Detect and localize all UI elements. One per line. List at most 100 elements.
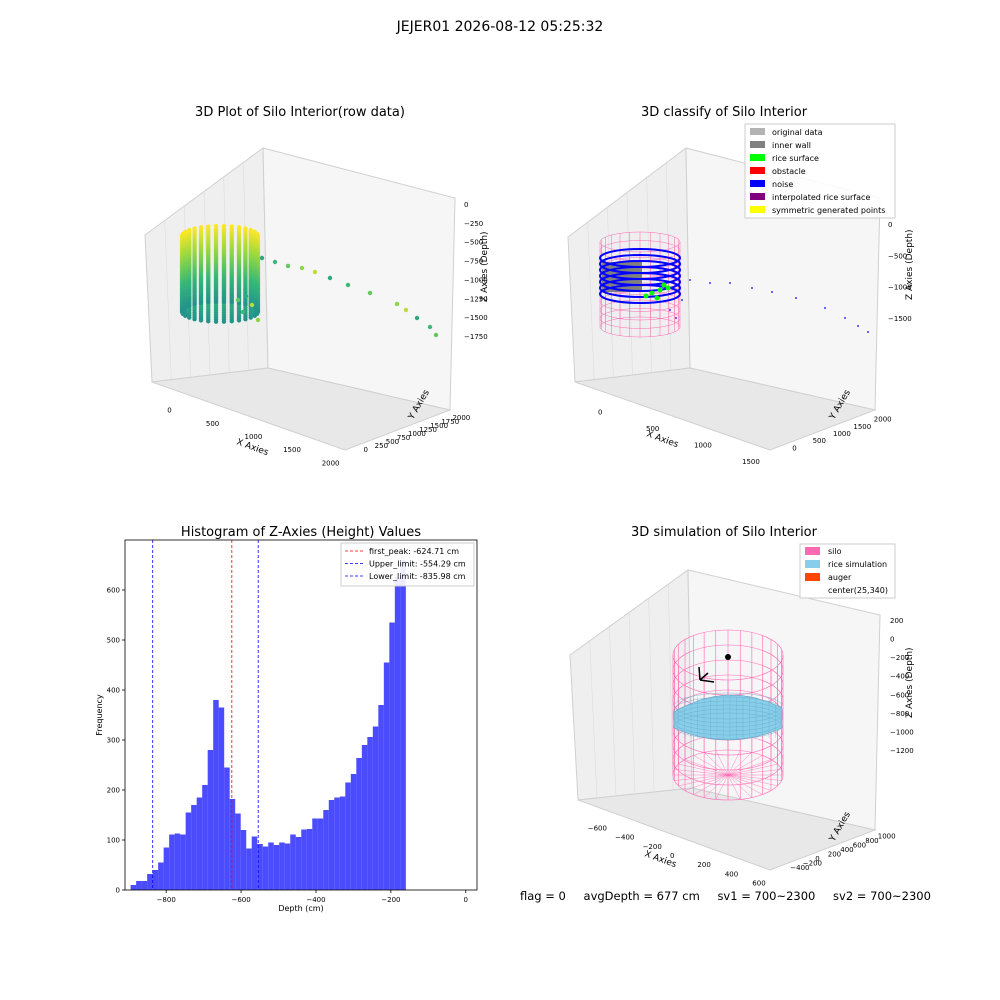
histogram-bar <box>378 705 384 890</box>
sv1-text: sv1 = 700~2300 <box>717 889 816 903</box>
histogram-bar <box>279 842 285 890</box>
flag-text: flag = 0 <box>520 889 566 903</box>
histogram-bar <box>394 577 401 890</box>
raw-ytick: 2000 <box>452 414 470 422</box>
histogram-bars <box>130 560 406 890</box>
histogram-bar <box>356 758 362 890</box>
classify-legend-entry: symmetric generated points <box>772 206 885 215</box>
classify-legend-entry: inner wall <box>772 141 811 150</box>
histogram-bar <box>180 834 186 890</box>
histogram-bar <box>191 805 197 890</box>
histogram-bar <box>367 737 373 890</box>
histogram-ytick-label: 100 <box>107 837 120 845</box>
histogram-legend-entry: Lower_limit: -835.98 cm <box>369 572 466 581</box>
histogram-bar <box>361 745 368 890</box>
sim-ytick: 400 <box>840 846 853 854</box>
histogram-ylabel: Frequency <box>95 694 104 736</box>
histogram-bar <box>207 750 214 890</box>
histogram-bar <box>295 837 302 890</box>
histogram-bar <box>301 829 307 890</box>
sim-ytick: 1000 <box>878 832 896 840</box>
raw-ztick: −1250 <box>464 295 488 303</box>
histogram-bar <box>196 797 203 890</box>
histogram-bar <box>169 834 175 890</box>
raw-zlabel: Z Axies (Depth) <box>480 231 490 302</box>
classify-xtick: 0 <box>598 408 602 416</box>
classify-zlabel: Z Axies (Depth) <box>905 229 915 300</box>
histogram-bar <box>312 818 318 890</box>
simulation-legend-entry: rice simulation <box>828 560 887 569</box>
classify-legend-entry: interpolated rice surface <box>772 193 870 202</box>
histogram-bar <box>372 726 379 890</box>
histogram-bar <box>213 700 219 890</box>
histogram-xtick-label: −200 <box>381 896 400 904</box>
raw-xtick: 2000 <box>322 459 340 467</box>
raw-ztick: −750 <box>464 258 483 266</box>
raw-ztick: −1750 <box>464 333 488 341</box>
sim-ztick: −1000 <box>890 728 914 736</box>
simulation-rice-surface <box>673 692 783 741</box>
histogram-legend: first_peak: -624.71 cm Upper_limit: -554.… <box>340 542 475 587</box>
histogram-bar <box>323 810 329 890</box>
raw-scatter-cloud <box>179 223 439 338</box>
histogram-title: Histogram of Z-Axies (Height) Values <box>181 525 421 540</box>
simulation-auger <box>698 666 715 683</box>
histogram-xtick-label: −400 <box>306 896 325 904</box>
simulation-legend-entry: center(25,340) <box>828 586 888 595</box>
histogram-bar <box>350 774 357 890</box>
raw-ytick: 1500 <box>430 422 448 430</box>
histogram-bar <box>240 830 247 890</box>
simulation-panel-title: 3D simulation of Silo Interior <box>631 525 818 540</box>
simulation-legend-entry: auger <box>828 573 852 582</box>
histogram-bar <box>284 843 291 890</box>
classify-legend-entry: rice surface <box>772 154 819 163</box>
raw-ytick: 750 <box>397 434 410 442</box>
simulation-legend: silo rice simulation auger center(25,340) <box>799 543 896 599</box>
histogram-bar <box>262 846 269 890</box>
histogram-bar <box>218 707 225 890</box>
histogram-y-ticks: 0 100 200 300 400 500 600 <box>107 587 125 895</box>
sim-xtick: −600 <box>588 825 607 833</box>
histogram-x-ticks: −800 −600 −400 −200 0 <box>157 890 468 904</box>
classify-legend-entry: original data <box>772 128 823 137</box>
histogram-bar <box>152 870 159 890</box>
classify-ytick: 1000 <box>833 430 851 438</box>
histogram-bar <box>235 813 241 890</box>
histogram-bar <box>317 818 324 890</box>
histogram-ytick-label: 200 <box>107 787 120 795</box>
raw-3d-box <box>144 147 456 451</box>
raw-xtick: 1000 <box>245 433 263 441</box>
histogram-frame <box>124 539 478 891</box>
histogram-legend-entry: Upper_limit: -554.29 cm <box>369 560 466 569</box>
avg-depth-text: avgDepth = 677 cm <box>583 889 700 903</box>
classify-legend: original data inner wall rice surface obsta… <box>744 123 896 219</box>
raw-data-panel: 3D Plot of Silo Interior(row data) 0 500 1… <box>144 105 490 467</box>
raw-ytick: 0 <box>364 446 368 454</box>
classify-ztick: −1500 <box>888 315 912 323</box>
histogram-reference-lines <box>152 540 259 890</box>
sim-ytick: −200 <box>803 859 822 867</box>
histogram-bar <box>383 662 390 890</box>
classify-ytick: 1500 <box>853 423 871 431</box>
sim-ytick: 800 <box>865 837 878 845</box>
histogram-bar <box>251 836 258 890</box>
raw-xtick: 1500 <box>283 446 301 454</box>
classify-xtick: 500 <box>646 425 659 433</box>
classify-ztick: −500 <box>888 252 907 260</box>
classify-legend-entry: noise <box>772 180 793 189</box>
histogram-ytick-label: 300 <box>107 737 120 745</box>
histogram-panel: Histogram of Z-Axies (Height) Values −80… <box>95 525 478 913</box>
raw-ztick: −500 <box>464 239 483 247</box>
sim-ytick: −400 <box>790 864 809 872</box>
raw-panel-title: 3D Plot of Silo Interior(row data) <box>195 105 405 120</box>
raw-ztick: 0 <box>464 201 468 209</box>
histogram-bar <box>136 881 142 890</box>
figure-title: JEJER01 2026-08-12 05:25:32 <box>396 19 604 35</box>
histogram-bar <box>268 842 274 890</box>
raw-ztick: −1000 <box>464 276 488 284</box>
histogram-bar <box>158 862 164 890</box>
raw-ztick: −1500 <box>464 314 488 322</box>
histogram-legend-entry: first_peak: -624.71 cm <box>369 547 459 556</box>
histogram-xlabel: Depth (cm) <box>278 904 323 913</box>
classify-ytick: 2000 <box>874 416 892 424</box>
